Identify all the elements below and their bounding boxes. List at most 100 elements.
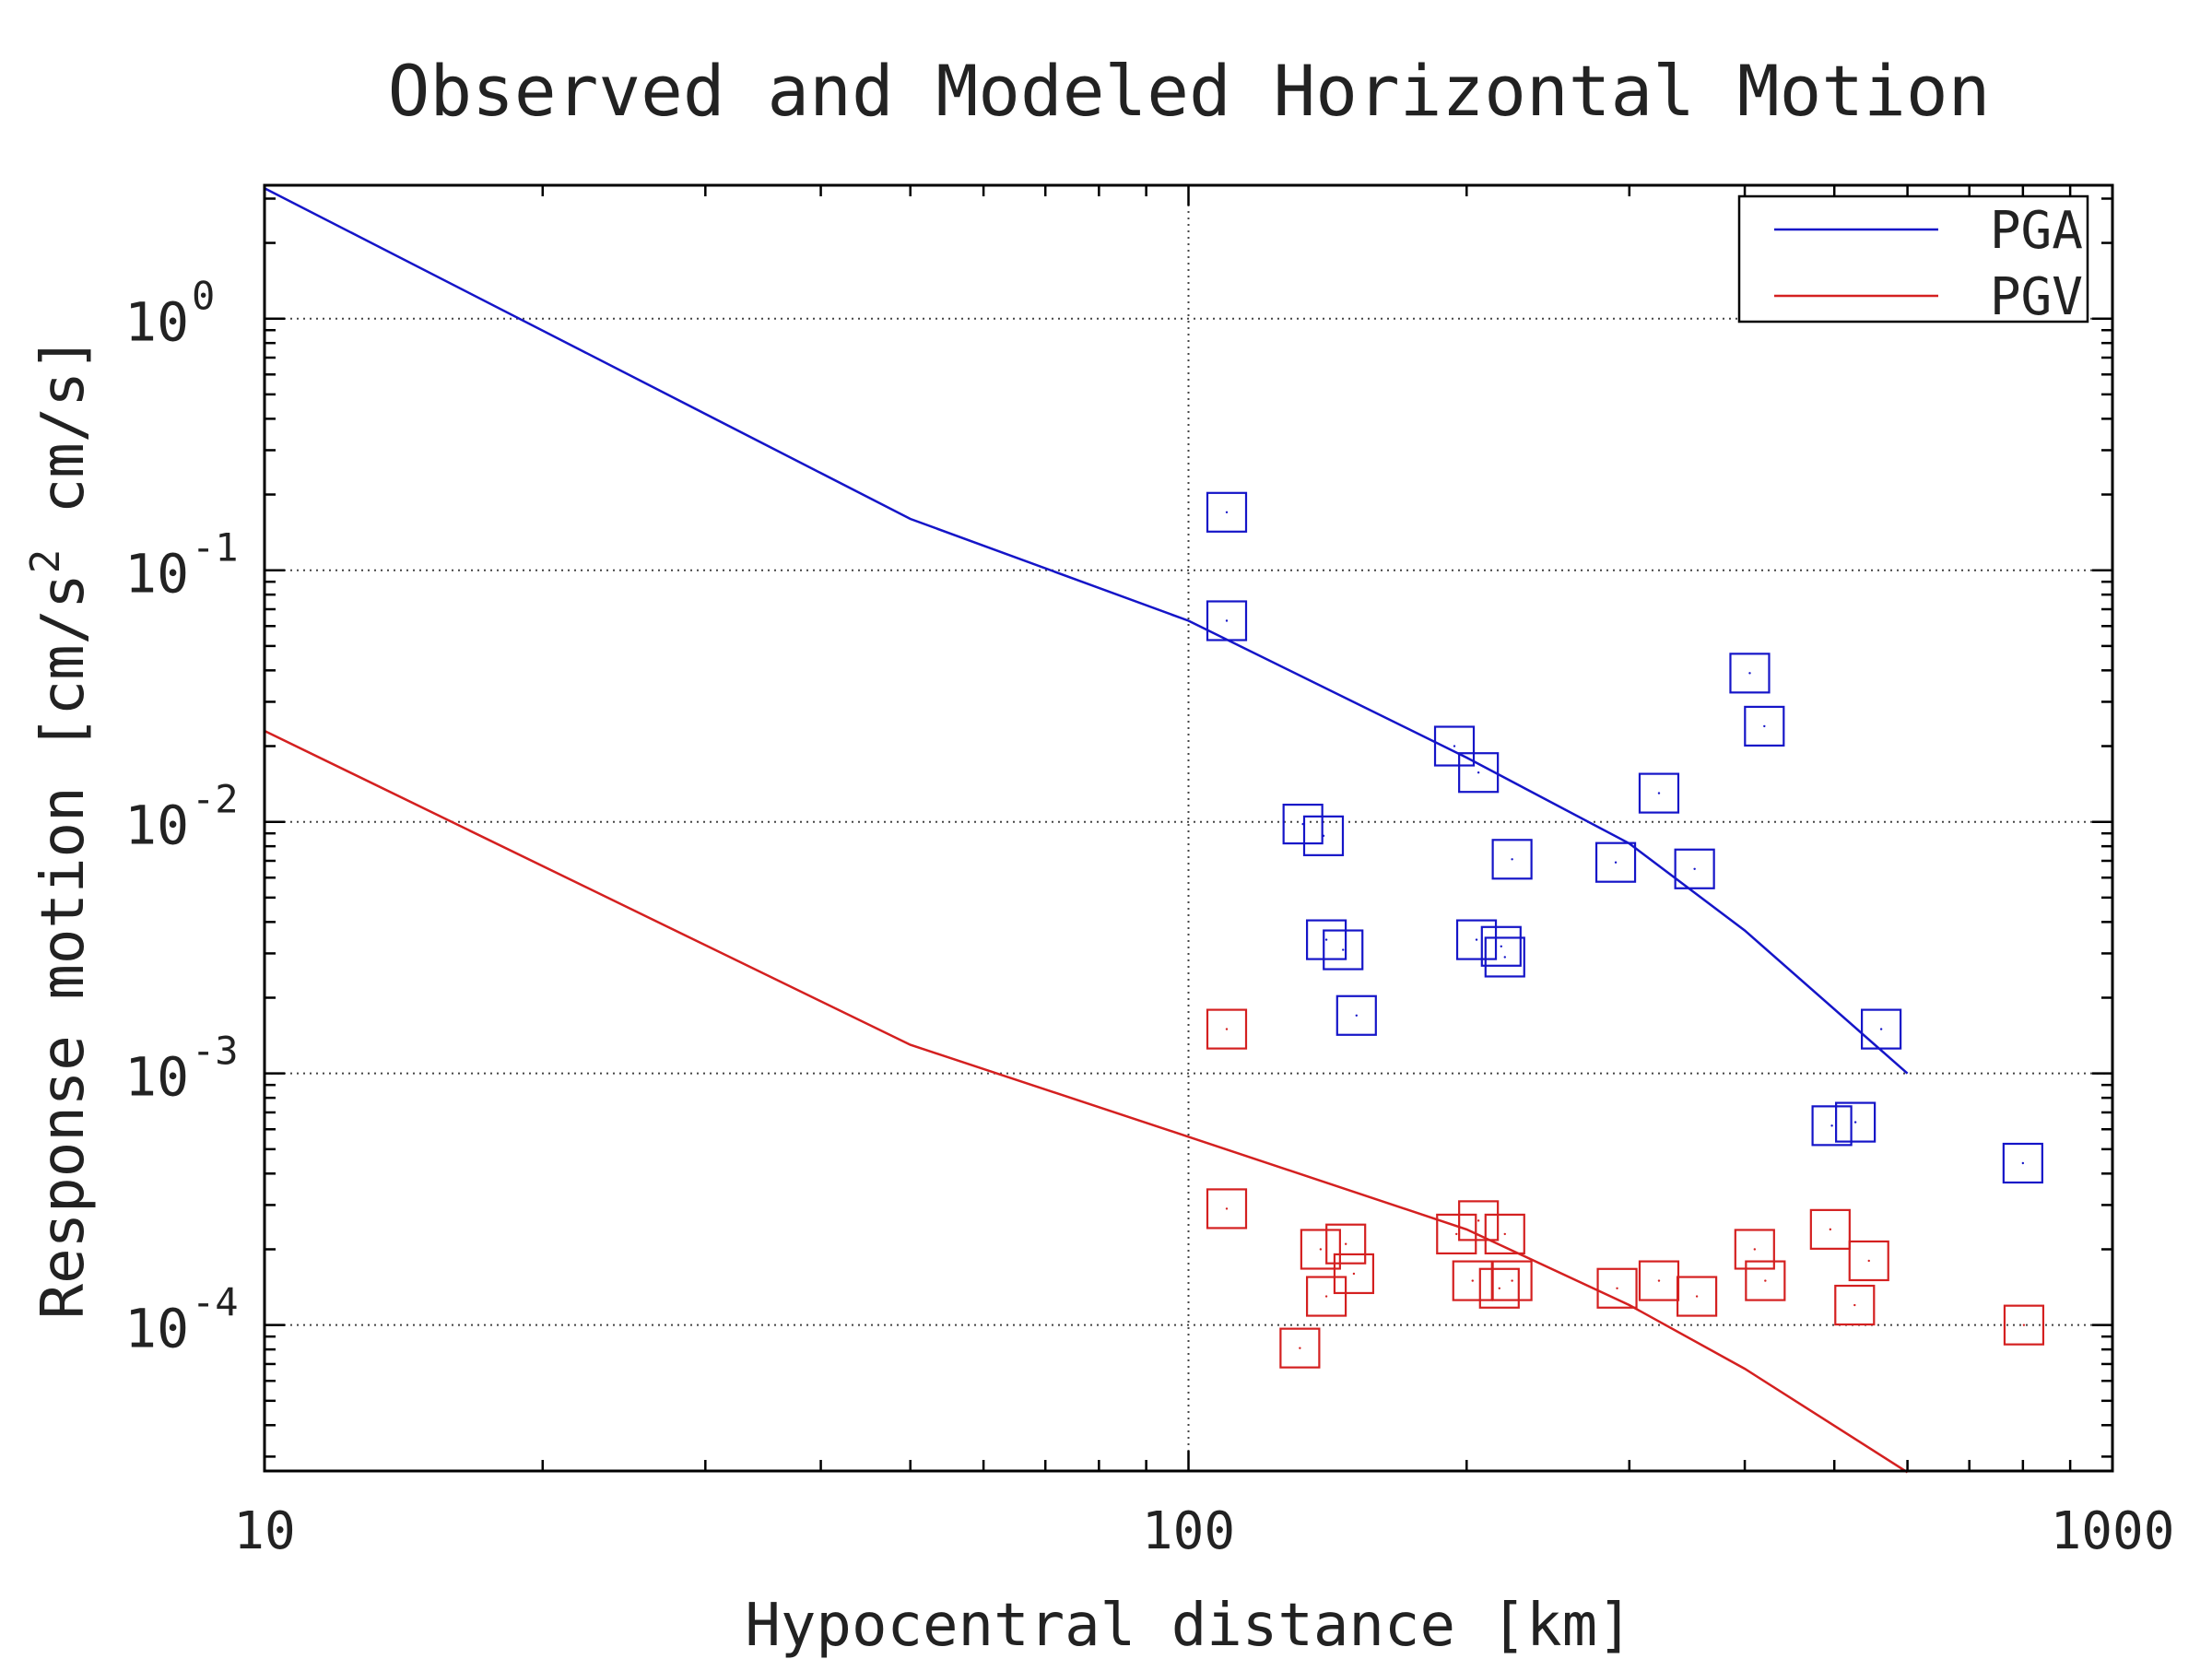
pga-point: [1282, 803, 1324, 845]
pgv-point: [1279, 1327, 1321, 1369]
pgv-point: [1745, 1260, 1786, 1301]
pga-point: [1729, 653, 1771, 694]
pgv-point: [1333, 1253, 1375, 1295]
pgv-point-center: [1477, 1219, 1480, 1222]
pga-point: [1455, 919, 1498, 960]
pgv-point: [1458, 1200, 1500, 1241]
chart-title: Observed and Modeled Horizontal Motion: [388, 50, 1991, 132]
legend-box: [1737, 194, 2089, 324]
pgv-point: [1206, 1188, 1248, 1230]
pga-point: [1638, 772, 1680, 814]
pga-point-center: [1225, 619, 1229, 622]
pga-point-center: [1453, 745, 1456, 747]
pga-point: [1861, 1008, 1902, 1050]
pgv-point-center: [1829, 1228, 1832, 1231]
pgv-point: [1734, 1229, 1775, 1270]
pgv-point-center: [1657, 1279, 1661, 1282]
pgv-point-center: [1471, 1279, 1474, 1282]
pga-point-center: [1693, 867, 1696, 870]
y-tick-exponent: -4: [192, 1280, 239, 1325]
pgv-point: [1305, 1276, 1347, 1317]
x-tick-label: 1000: [2051, 1501, 2175, 1561]
x-tick-label: 100: [1142, 1501, 1235, 1561]
x-axis-label: Hypocentral distance [km]: [745, 1592, 1632, 1659]
y-tick-label: 10: [124, 543, 189, 606]
pga-point-center: [1853, 1121, 1857, 1124]
plot-frame: [263, 183, 2114, 1473]
pga-point: [1335, 994, 1377, 1036]
pga-point-center: [1477, 771, 1480, 774]
pgv-point: [1436, 1213, 1477, 1255]
legend-label-pgv: PGV: [1990, 267, 2083, 327]
series-layer: [264, 187, 2045, 1474]
pga-point-center: [1475, 938, 1478, 941]
pga-point: [1433, 725, 1476, 767]
pgv-point: [2003, 1304, 2045, 1346]
pga-model-line: [264, 187, 1909, 1075]
pga-point-center: [1614, 861, 1618, 864]
pgv-point-center: [1853, 1303, 1856, 1307]
pga-point: [1305, 919, 1347, 960]
pga-point-center: [1225, 511, 1229, 514]
pga-point: [1323, 929, 1364, 971]
pga-point: [2002, 1142, 2043, 1184]
pga-point: [1674, 848, 1715, 889]
pgv-point-center: [1324, 1295, 1328, 1298]
y-axis-label: Response motion [cm/s2 cm/s]: [22, 336, 98, 1320]
y-tick-label: 10: [124, 1046, 189, 1109]
y-axis-label-tail: cm/s]: [29, 336, 98, 549]
pga-point-center: [1748, 672, 1751, 675]
pgv-point: [1478, 1267, 1520, 1309]
pga-point: [1835, 1101, 1877, 1143]
pga-point: [1491, 839, 1533, 880]
y-axis-label-superscript: 2: [22, 549, 69, 574]
y-tick-exponent: -2: [192, 777, 239, 822]
legend-label-pga: PGA: [1990, 201, 2083, 261]
pgv-model-line: [264, 729, 1909, 1474]
pgv-point-center: [1753, 1248, 1757, 1251]
grid: [265, 185, 2112, 1471]
pga-point: [1206, 600, 1248, 641]
pgv-point: [1484, 1213, 1525, 1255]
pgv-point-center: [1225, 1028, 1229, 1030]
pga-point-center: [1763, 724, 1766, 728]
pgv-point-center: [1695, 1295, 1699, 1298]
pga-point-center: [1503, 956, 1506, 959]
pga-point-center: [1511, 858, 1513, 861]
pga-point-center: [1324, 938, 1328, 941]
pgv-point-center: [1225, 1207, 1229, 1210]
y-tick-label: 10: [124, 291, 189, 354]
y-tick-exponent: 0: [192, 274, 215, 319]
pgv-point: [1325, 1223, 1367, 1265]
pga-point-center: [1355, 1014, 1358, 1017]
pgv-point-center: [1455, 1232, 1458, 1236]
pgv-point-center: [1498, 1287, 1501, 1289]
pgv-point-center: [1319, 1248, 1323, 1251]
pgv-point: [1677, 1276, 1718, 1317]
pga-point: [1811, 1105, 1853, 1147]
pgv-point-center: [1616, 1287, 1618, 1289]
pga-point-center: [2021, 1161, 2025, 1165]
y-tick-exponent: -3: [192, 1029, 239, 1074]
pgv-point-center: [1299, 1347, 1301, 1349]
pgv-point: [1596, 1267, 1638, 1309]
y-tick-label: 10: [124, 794, 189, 857]
pga-point: [1594, 841, 1637, 883]
pga-point: [1480, 925, 1522, 967]
pgv-point-center: [1344, 1242, 1347, 1245]
pgv-point-center: [1764, 1279, 1767, 1282]
pga-point-center: [1879, 1028, 1883, 1030]
pga-point: [1206, 491, 1248, 533]
pga-point: [1484, 936, 1525, 978]
pgv-point: [1809, 1208, 1851, 1250]
axis-ticks: [263, 185, 2114, 1471]
pga-point: [1744, 705, 1785, 747]
pgv-point-center: [1352, 1272, 1356, 1276]
pga-point: [1458, 752, 1500, 794]
y-tick-exponent: -1: [192, 525, 239, 571]
pga-point-center: [1342, 948, 1345, 951]
pgv-point: [1300, 1229, 1341, 1270]
